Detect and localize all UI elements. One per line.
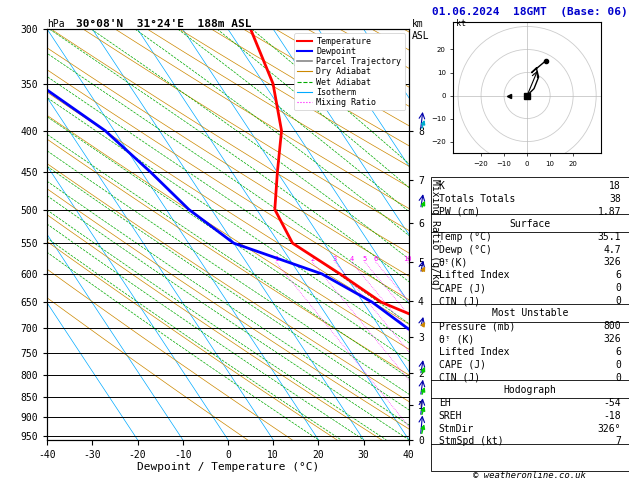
Text: CIN (J): CIN (J) bbox=[439, 373, 480, 382]
Text: 0: 0 bbox=[615, 283, 621, 293]
Text: Lifted Index: Lifted Index bbox=[439, 270, 509, 280]
Text: PW (cm): PW (cm) bbox=[439, 207, 480, 217]
Text: Lifted Index: Lifted Index bbox=[439, 347, 509, 357]
Text: 0: 0 bbox=[615, 296, 621, 306]
X-axis label: Dewpoint / Temperature (°C): Dewpoint / Temperature (°C) bbox=[137, 462, 319, 472]
Text: Pressure (mb): Pressure (mb) bbox=[439, 321, 515, 331]
Text: CAPE (J): CAPE (J) bbox=[439, 283, 486, 293]
Text: K: K bbox=[439, 181, 445, 191]
Text: θᵎ (K): θᵎ (K) bbox=[439, 334, 474, 344]
Text: 4: 4 bbox=[349, 256, 353, 262]
Text: Hodograph: Hodograph bbox=[503, 385, 557, 395]
Text: kt: kt bbox=[456, 19, 465, 29]
Bar bbox=[431, 177, 629, 471]
Text: 326°: 326° bbox=[598, 424, 621, 434]
Text: SREH: SREH bbox=[439, 411, 462, 421]
Text: 30°08'N  31°24'E  188m ASL: 30°08'N 31°24'E 188m ASL bbox=[75, 19, 252, 30]
Text: 6: 6 bbox=[615, 347, 621, 357]
Text: EH: EH bbox=[439, 398, 450, 408]
Text: 5: 5 bbox=[362, 256, 367, 262]
Text: 1.87: 1.87 bbox=[598, 207, 621, 217]
Text: 6: 6 bbox=[374, 256, 378, 262]
Text: 0: 0 bbox=[615, 360, 621, 370]
Text: 35.1: 35.1 bbox=[598, 232, 621, 242]
Text: 2: 2 bbox=[310, 256, 314, 262]
Text: Totals Totals: Totals Totals bbox=[439, 193, 515, 204]
Y-axis label: Mixing Ratio (g/kg): Mixing Ratio (g/kg) bbox=[430, 179, 440, 290]
Text: -18: -18 bbox=[603, 411, 621, 421]
Legend: Temperature, Dewpoint, Parcel Trajectory, Dry Adiabat, Wet Adiabat, Isotherm, Mi: Temperature, Dewpoint, Parcel Trajectory… bbox=[294, 34, 404, 110]
Text: Surface: Surface bbox=[509, 219, 550, 229]
Text: 7: 7 bbox=[615, 436, 621, 447]
Text: hPa: hPa bbox=[47, 19, 65, 30]
Text: θᵎ(K): θᵎ(K) bbox=[439, 258, 468, 267]
Text: 38: 38 bbox=[610, 193, 621, 204]
Text: 0: 0 bbox=[615, 373, 621, 382]
Text: Most Unstable: Most Unstable bbox=[492, 308, 568, 318]
Text: Dewp (°C): Dewp (°C) bbox=[439, 244, 492, 255]
Text: StmSpd (kt): StmSpd (kt) bbox=[439, 436, 503, 447]
Text: Temp (°C): Temp (°C) bbox=[439, 232, 492, 242]
Text: -54: -54 bbox=[603, 398, 621, 408]
Text: km
ASL: km ASL bbox=[412, 19, 430, 41]
Text: StmDir: StmDir bbox=[439, 424, 474, 434]
Text: 4.7: 4.7 bbox=[603, 244, 621, 255]
Text: 01.06.2024  18GMT  (Base: 06): 01.06.2024 18GMT (Base: 06) bbox=[432, 7, 628, 17]
Text: CAPE (J): CAPE (J) bbox=[439, 360, 486, 370]
Text: © weatheronline.co.uk: © weatheronline.co.uk bbox=[474, 471, 586, 480]
Text: 326: 326 bbox=[603, 258, 621, 267]
Text: 1: 1 bbox=[274, 256, 278, 262]
Text: 3: 3 bbox=[333, 256, 337, 262]
Text: CIN (J): CIN (J) bbox=[439, 296, 480, 306]
Text: 10: 10 bbox=[403, 256, 412, 262]
Text: 6: 6 bbox=[615, 270, 621, 280]
Text: 326: 326 bbox=[603, 334, 621, 344]
Text: 18: 18 bbox=[610, 181, 621, 191]
Text: 800: 800 bbox=[603, 321, 621, 331]
